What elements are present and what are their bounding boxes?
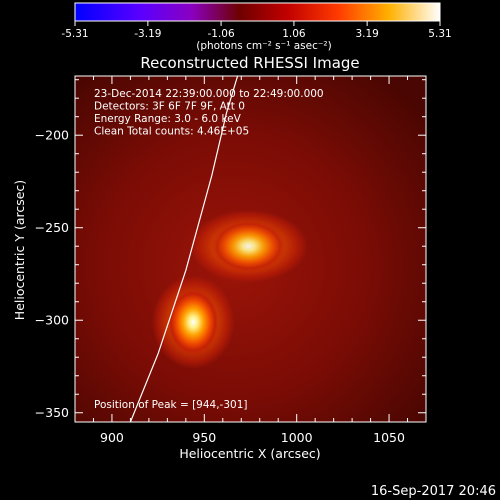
peak-position-label: Position of Peak = [944,-301] [94,399,248,411]
x-tick-label: 1000 [281,430,313,445]
colorbar-tick-label: -3.19 [134,28,161,40]
xray-source-blob [167,288,220,356]
colorbar [74,2,441,22]
colorbar-units: (photons cm⁻² s⁻¹ asec⁻²) [196,40,331,52]
x-tick-label: 900 [100,430,124,445]
x-tick-label: 1050 [373,430,405,445]
observation-annotations: 23-Dec-2014 22:39:00.000 to 22:49:00.000… [94,88,324,138]
x-axis-ticks: 900 950 1000 1050 [74,76,427,445]
annotation-line: 23-Dec-2014 22:39:00.000 to 22:49:00.000 [94,88,324,100]
annotation-line: Energy Range: 3.0 - 6.0 keV [94,113,242,125]
plot-frame [74,75,427,423]
x-axis-label: Heliocentric X (arcsec) [179,446,320,461]
y-tick-label: −250 [35,220,69,235]
colorbar-tick-label: 1.06 [282,28,306,40]
x-tick-label: 950 [192,430,216,445]
colorbar-tick-label: -1.06 [207,28,234,40]
xray-source-blob [211,220,286,273]
annotation-line: Detectors: 3F 6F 7F 9F, Att 0 [94,101,245,113]
y-tick-label: −200 [35,128,69,143]
colorbar-tick-label: 5.31 [428,28,451,40]
solar-limb-curve [129,76,239,422]
colorbar-tick-label: 3.19 [355,28,378,40]
colorbar-ticks: -5.31 -3.19 -1.06 1.06 3.19 5.31 [61,21,452,40]
heatmap-image [75,76,426,422]
colorbar-tick-label: -5.31 [61,28,88,40]
y-axis-ticks: −200 −250 −300 −350 [35,79,426,420]
y-tick-label: −300 [35,313,69,328]
chart-title: Reconstructed RHESSI Image [140,54,359,72]
annotation-line: Clean Total counts: 4.46E+05 [94,126,249,138]
y-tick-label: −350 [35,405,69,420]
generation-timestamp: 16-Sep-2017 20:46 [371,484,496,499]
y-axis-label: Heliocentric Y (arcsec) [12,180,27,320]
